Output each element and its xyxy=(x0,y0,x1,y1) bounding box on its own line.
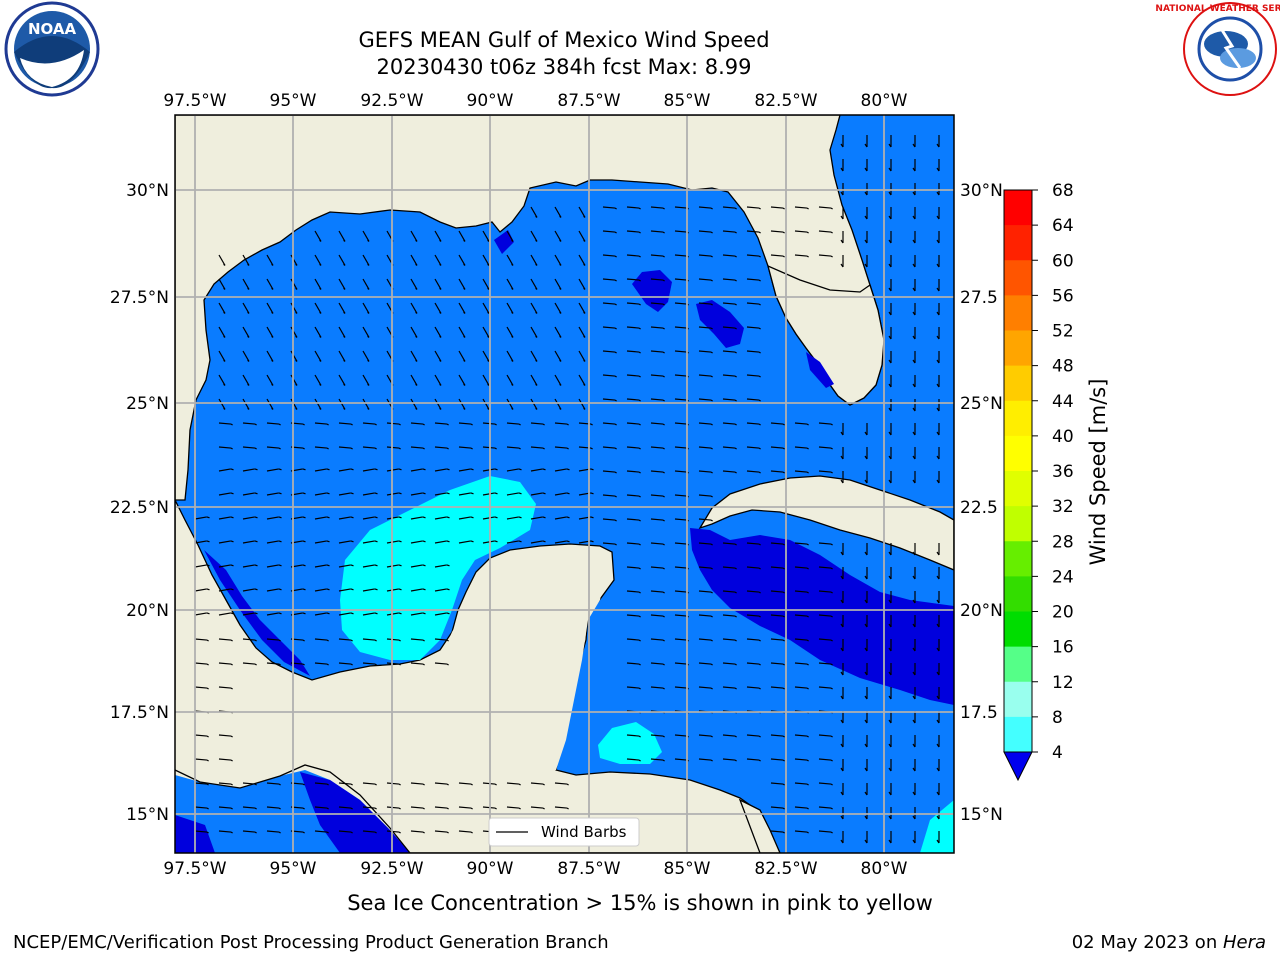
lon-label-bottom: 97.5°W xyxy=(163,859,226,879)
colorbar-bin xyxy=(1004,471,1032,507)
colorbar-tick: 36 xyxy=(1052,462,1074,482)
lon-label-top: 92.5°W xyxy=(360,91,423,111)
colorbar-tick: 44 xyxy=(1052,392,1074,412)
lat-label-left: 22.5°N xyxy=(110,498,169,518)
land-cuba xyxy=(698,475,954,571)
lon-label-bottom: 85°W xyxy=(664,859,711,879)
colorbar-tick: 48 xyxy=(1052,357,1074,377)
svg-text:NOAA: NOAA xyxy=(28,20,77,38)
colorbar-bin xyxy=(1004,190,1032,226)
lat-label-left: 20°N xyxy=(126,601,169,621)
lon-label-bottom: 80°W xyxy=(861,859,908,879)
colorbar-bin xyxy=(1004,260,1032,296)
colorbar-bin xyxy=(1004,576,1032,612)
colorbar-bin xyxy=(1004,225,1032,261)
lat-label-right: 22.5 xyxy=(960,498,998,518)
colorbar-extend xyxy=(1003,751,1033,782)
colorbar-bin xyxy=(1004,330,1032,367)
lat-label-left: 25°N xyxy=(126,394,169,414)
lat-label-right: 20°N xyxy=(960,601,1003,621)
map-frame xyxy=(174,114,955,854)
lat-label-left: 17.5°N xyxy=(110,703,169,723)
chart-title: GEFS MEAN Gulf of Mexico Wind Speed xyxy=(358,28,770,52)
colorbar-tick: 12 xyxy=(1052,673,1074,693)
colorbar-tick: 28 xyxy=(1052,532,1074,552)
map-gridlines xyxy=(175,115,954,853)
lat-label-right: 27.5 xyxy=(960,288,998,308)
colorbar-label: Wind Speed [m/s] xyxy=(1086,379,1110,566)
lat-label-left: 27.5°N xyxy=(110,288,169,308)
footer-machine: Hera xyxy=(1222,932,1266,953)
colorbar-bin xyxy=(1004,400,1032,437)
lat-label-right: 30°N xyxy=(960,181,1003,201)
legend-label: Wind Barbs xyxy=(541,823,627,841)
lon-label-top: 90°W xyxy=(467,91,514,111)
lon-label-bottom: 90°W xyxy=(467,859,514,879)
noaa-logo: NOAA xyxy=(4,1,100,97)
colorbar-bin xyxy=(1004,506,1032,542)
colorbar-tick: 68 xyxy=(1052,181,1074,201)
wind-contour-8-12 xyxy=(340,476,536,660)
colorbar: 68 64 60 56 52 48 44 40 36 32 28 24 20 16 12 8 4 xyxy=(1003,181,1074,782)
colorbar-bin xyxy=(1004,716,1032,753)
colorbar-tick: 64 xyxy=(1052,216,1074,236)
lat-label-left: 30°N xyxy=(126,181,169,201)
lon-label-top: 80°W xyxy=(861,91,908,111)
colorbar-bin xyxy=(1004,646,1032,683)
colorbar-tick: 56 xyxy=(1052,286,1074,306)
lat-label-right: 15°N xyxy=(960,805,1003,825)
wind-barb-legend: Wind Barbs xyxy=(488,817,640,847)
lon-label-bottom: 82.5°W xyxy=(754,859,817,879)
lon-label-top: 97.5°W xyxy=(163,91,226,111)
footer-right: 02 May 2023 on Hera xyxy=(1072,932,1266,953)
colorbar-bin xyxy=(1004,365,1032,402)
sea-ice-note: Sea Ice Concentration > 15% is shown in … xyxy=(347,891,933,915)
lat-label-left: 15°N xyxy=(126,805,169,825)
colorbar-bin xyxy=(1004,295,1032,331)
lon-label-top: 85°W xyxy=(664,91,711,111)
lon-label-top: 82.5°W xyxy=(754,91,817,111)
svg-text:NATIONAL WEATHER SERVICE: NATIONAL WEATHER SERVICE xyxy=(1155,4,1280,14)
colorbar-tick: 20 xyxy=(1052,603,1074,623)
footer-date: 02 May 2023 on xyxy=(1071,932,1223,953)
colorbar-bin xyxy=(1004,435,1032,472)
footer-left: NCEP/EMC/Verification Post Processing Pr… xyxy=(13,932,609,953)
lon-label-bottom: 95°W xyxy=(270,859,317,879)
wind-barbs xyxy=(194,135,940,844)
lon-label-top: 87.5°W xyxy=(557,91,620,111)
colorbar-tick: 16 xyxy=(1052,638,1074,658)
colorbar-bin xyxy=(1004,681,1032,718)
colorbar-tick: 32 xyxy=(1052,497,1074,517)
colorbar-tick: 4 xyxy=(1052,743,1063,763)
chart-subtitle: 20230430 t06z 384h fcst Max: 8.99 xyxy=(376,55,752,79)
lon-label-bottom: 92.5°W xyxy=(360,859,423,879)
lon-label-bottom: 87.5°W xyxy=(557,859,620,879)
colorbar-tick: 8 xyxy=(1052,708,1063,728)
colorbar-tick: 40 xyxy=(1052,427,1074,447)
lat-label-right: 25°N xyxy=(960,394,1003,414)
colorbar-tick: 60 xyxy=(1052,251,1074,271)
colorbar-tick: 52 xyxy=(1052,322,1074,342)
lat-label-right: 17.5 xyxy=(960,703,998,723)
nws-logo: NATIONAL WEATHER SERVICE xyxy=(1155,2,1280,96)
colorbar-bin xyxy=(1004,541,1032,577)
lon-label-top: 95°W xyxy=(270,91,317,111)
colorbar-bin xyxy=(1004,611,1032,648)
colorbar-tick: 24 xyxy=(1052,567,1074,587)
